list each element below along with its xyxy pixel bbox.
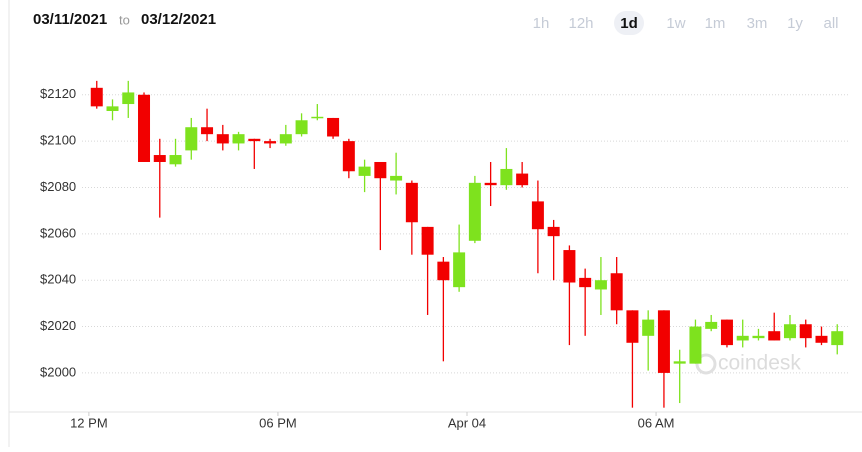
candle-body [327,117,340,137]
plot: $2000 $2020 $2040 $2060 $2080 $2100 $2120 12 PM… [9,80,862,430]
candle-body [500,168,513,186]
y-tick-label: $2000 [40,364,76,379]
candle-body [216,134,229,144]
candle-body [201,127,214,135]
candle-body [106,106,119,111]
y-tick-label: $2060 [40,225,76,240]
date-to: 03/12/2021 [141,11,216,28]
candle-body [358,166,371,176]
candle-body [547,226,560,237]
candle-body [374,161,387,179]
range-selector: 1h 12h 1d 1w 1m 3m 1y all [533,11,839,35]
y-tick-label: $2040 [40,272,76,287]
candle-body [579,277,592,288]
candle-body [468,182,481,241]
candle-body [657,310,670,373]
x-tick-label: Apr 04 [448,415,486,430]
x-tick-label: 06 PM [259,415,297,430]
x-tick-label: 12 PM [70,415,108,430]
candle-body [799,324,812,339]
range-button[interactable]: all [823,15,838,32]
candle-body [264,141,277,144]
candle-body [185,127,198,151]
watermark-logo [695,353,717,375]
date-from: 03/11/2021 [33,11,107,28]
candle-body [516,173,529,186]
candle-body [248,138,261,142]
candle-body [90,87,103,107]
candle-body [405,182,418,223]
x-tick-label: 06 AM [638,415,675,430]
y-tick-label: $2100 [40,133,76,148]
candle-body [642,319,655,336]
y-tick-label: $2080 [40,179,76,194]
candle-body [626,310,639,343]
candle-body [752,335,765,339]
range-button[interactable]: 1d [620,15,638,32]
candle-body [563,250,576,283]
candle-body [736,335,749,341]
watermark: coindesk [718,352,801,375]
candle-body [831,331,844,346]
candle-body [705,321,718,329]
candle-body [768,331,781,341]
range-highlight [614,11,644,35]
range-button[interactable]: 1w [666,15,685,32]
range-button[interactable]: 12h [568,15,593,32]
candle-body [421,226,434,255]
range-button[interactable]: 3m [747,15,768,32]
candle-body [232,134,245,144]
candle-body [484,182,497,186]
range-button[interactable]: 1y [787,15,803,32]
candle-body [153,155,166,162]
y-tick-label: $2120 [40,86,76,101]
candle-body [295,120,308,135]
candle-body [783,324,796,339]
candle-body [720,319,733,346]
candle-body [815,335,828,343]
candle-body [279,134,292,144]
candle-body [453,252,466,288]
candle-body [390,175,403,181]
candle-body [594,280,607,290]
candle-body [311,116,324,119]
candle-body [122,92,135,105]
candle-body [689,326,702,364]
range-button[interactable]: 1m [705,15,726,32]
candle-body [169,155,182,165]
y-tick-label: $2020 [40,318,76,333]
date-separator: to [119,12,130,27]
candle-body [437,261,450,281]
candle-body [531,201,544,230]
candle-body [610,273,623,311]
range-button[interactable]: 1h [533,15,550,32]
candle-body [138,94,151,162]
candle-body [342,141,355,172]
candle-body [673,361,686,364]
